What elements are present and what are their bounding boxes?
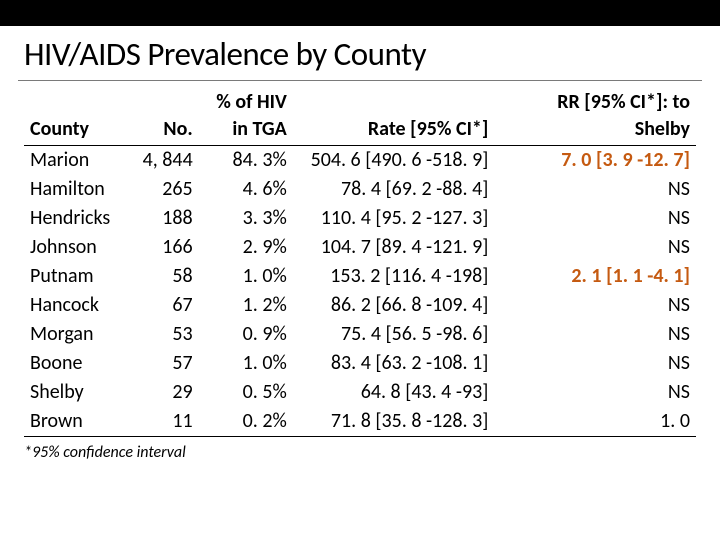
- table-row: Marion4, 84484. 3%504. 6 [490. 6 -518. 9…: [24, 146, 696, 176]
- cell-rate: 75. 4 [56. 5 -98. 6]: [293, 320, 495, 349]
- cell-county: Shelby: [24, 378, 132, 407]
- cell-rr: NS: [494, 291, 696, 320]
- cell-no: 29: [132, 378, 199, 407]
- th-rate: Rate [95% CI*]: [293, 87, 495, 146]
- th-pct-line2: in TGA: [232, 117, 286, 141]
- prevalence-table: County No. % of HIV in TGA Rate [95% CI*…: [24, 87, 696, 437]
- cell-no: 58: [132, 262, 199, 291]
- cell-no: 67: [132, 291, 199, 320]
- th-pct-line1: % of HIV: [216, 90, 286, 114]
- table-body: Marion4, 84484. 3%504. 6 [490. 6 -518. 9…: [24, 146, 696, 437]
- table-row: Hendricks1883. 3%110. 4 [95. 2 -127. 3]N…: [24, 204, 696, 233]
- table-row: Shelby290. 5%64. 8 [43. 4 -93]NS: [24, 378, 696, 407]
- cell-rate: 83. 4 [63. 2 -108. 1]: [293, 349, 495, 378]
- cell-rr: NS: [494, 175, 696, 204]
- cell-county: Morgan: [24, 320, 132, 349]
- cell-pct: 0. 2%: [199, 407, 293, 437]
- cell-pct: 0. 9%: [199, 320, 293, 349]
- table-row: Hamilton2654. 6%78. 4 [69. 2 -88. 4]NS: [24, 175, 696, 204]
- table-row: Morgan530. 9%75. 4 [56. 5 -98. 6]NS: [24, 320, 696, 349]
- th-county: County: [24, 87, 132, 146]
- cell-rr: NS: [494, 204, 696, 233]
- page-title: HIV/AIDS Prevalence by County: [0, 26, 720, 80]
- cell-no: 265: [132, 175, 199, 204]
- cell-pct: 1. 0%: [199, 349, 293, 378]
- cell-county: Hendricks: [24, 204, 132, 233]
- cell-rate: 153. 2 [116. 4 -198]: [293, 262, 495, 291]
- cell-rr: 2. 1 [1. 1 -4. 1]: [494, 262, 696, 291]
- cell-county: Brown: [24, 407, 132, 437]
- cell-rr: NS: [494, 320, 696, 349]
- cell-rate: 104. 7 [89. 4 -121. 9]: [293, 233, 495, 262]
- cell-pct: 3. 3%: [199, 204, 293, 233]
- cell-no: 188: [132, 204, 199, 233]
- cell-no: 57: [132, 349, 199, 378]
- cell-rate: 110. 4 [95. 2 -127. 3]: [293, 204, 495, 233]
- cell-county: Johnson: [24, 233, 132, 262]
- cell-pct: 1. 0%: [199, 262, 293, 291]
- cell-rr: NS: [494, 233, 696, 262]
- th-rr: RR [95% CI*]: to Shelby: [494, 87, 696, 146]
- cell-rate: 86. 2 [66. 8 -109. 4]: [293, 291, 495, 320]
- th-no: No.: [132, 87, 199, 146]
- th-pct: % of HIV in TGA: [199, 87, 293, 146]
- footnote: *95% confidence interval: [0, 437, 720, 462]
- cell-county: Hancock: [24, 291, 132, 320]
- table-header-row: County No. % of HIV in TGA Rate [95% CI*…: [24, 87, 696, 146]
- table-row: Brown110. 2%71. 8 [35. 8 -128. 3]1. 0: [24, 407, 696, 437]
- cell-pct: 2. 9%: [199, 233, 293, 262]
- cell-rate: 71. 8 [35. 8 -128. 3]: [293, 407, 495, 437]
- cell-no: 53: [132, 320, 199, 349]
- cell-no: 4, 844: [132, 146, 199, 176]
- table-row: Johnson1662. 9%104. 7 [89. 4 -121. 9]NS: [24, 233, 696, 262]
- cell-rr: 7. 0 [3. 9 -12. 7]: [494, 146, 696, 176]
- cell-rate: 504. 6 [490. 6 -518. 9]: [293, 146, 495, 176]
- cell-pct: 0. 5%: [199, 378, 293, 407]
- cell-rate: 64. 8 [43. 4 -93]: [293, 378, 495, 407]
- cell-no: 11: [132, 407, 199, 437]
- th-rr-line1: RR [95% CI*]: to: [557, 90, 690, 114]
- cell-no: 166: [132, 233, 199, 262]
- cell-pct: 1. 2%: [199, 291, 293, 320]
- cell-county: Hamilton: [24, 175, 132, 204]
- table-wrap: County No. % of HIV in TGA Rate [95% CI*…: [0, 81, 720, 437]
- cell-county: Boone: [24, 349, 132, 378]
- cell-county: Marion: [24, 146, 132, 176]
- cell-rr: 1. 0: [494, 407, 696, 437]
- top-bar: [0, 0, 720, 26]
- cell-county: Putnam: [24, 262, 132, 291]
- cell-rr: NS: [494, 349, 696, 378]
- th-rr-line2: Shelby: [635, 117, 690, 141]
- cell-pct: 84. 3%: [199, 146, 293, 176]
- table-row: Boone571. 0%83. 4 [63. 2 -108. 1]NS: [24, 349, 696, 378]
- table-row: Putnam581. 0%153. 2 [116. 4 -198]2. 1 [1…: [24, 262, 696, 291]
- cell-rate: 78. 4 [69. 2 -88. 4]: [293, 175, 495, 204]
- cell-pct: 4. 6%: [199, 175, 293, 204]
- cell-rr: NS: [494, 378, 696, 407]
- table-row: Hancock671. 2%86. 2 [66. 8 -109. 4]NS: [24, 291, 696, 320]
